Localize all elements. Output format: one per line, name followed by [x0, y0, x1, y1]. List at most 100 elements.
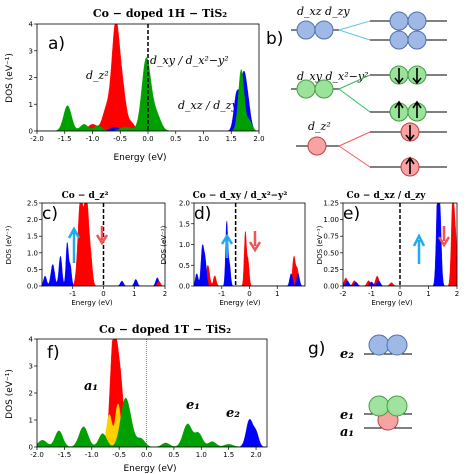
orbital-lobe-blue [407, 11, 427, 31]
y-tick-label: 3 [29, 363, 33, 371]
x-tick-label: 0.5 [168, 451, 179, 459]
y-tick-label: 0.75 [323, 233, 339, 241]
spin-down-arrow-icon [394, 68, 404, 85]
splitting-link [338, 131, 371, 147]
spin-up-arrow-icon [394, 100, 404, 118]
label-dxz-dzy: d_xz d_zy [297, 5, 350, 18]
y-tick-label: 2 [29, 74, 33, 82]
chart-c-xlabel: Energy (eV) [71, 299, 113, 307]
chart-c-ylabel: DOS (eV⁻¹) [5, 225, 13, 264]
splitting-link [338, 88, 371, 113]
chart-top-title: Co − doped 1H − TiS₂ [93, 7, 227, 20]
y-tick-label: 0 [29, 444, 33, 452]
x-tick-label: 0 [101, 290, 105, 298]
series-layer [194, 220, 305, 286]
spin-up-arrow-icon [412, 233, 426, 264]
splitting-link [338, 145, 371, 168]
y-tick-label: 4 [29, 336, 34, 344]
x-tick-label: 2.0 [253, 135, 264, 143]
spin-down-arrow-icon [412, 68, 422, 85]
y-tick-label: 2.5 [27, 200, 38, 208]
x-tick-label: -2.0 [30, 451, 44, 459]
dos-series-bot-2 [37, 419, 267, 447]
x-tick-label: 1.5 [223, 451, 234, 459]
x-tick-label: 0.0 [141, 451, 152, 459]
orbital-lobe-green [314, 79, 334, 99]
plot-frame [36, 338, 268, 448]
chart-e-xlabel: Energy (eV) [371, 299, 413, 307]
splitting-link [338, 20, 371, 31]
y-tick-label: 0.00 [323, 283, 339, 291]
panel-label-f: f) [47, 343, 60, 363]
spin-up-arrow-icon [67, 226, 81, 263]
chart-panel-d: Co − d_xy / d_x²−y² d) Energy (eV) DOS (… [160, 191, 306, 307]
chart-panel-c: Co − d_z² c) Energy (eV) DOS (eV⁻¹) -1 0 1… [5, 191, 167, 307]
panel-label-d: d) [194, 204, 211, 224]
y-tick-label: 4 [29, 21, 34, 29]
chart-e-ylabel: DOS (eV⁻¹) [316, 225, 324, 264]
chart-bottom-1t: Co − doped 1T − TiS₂ f) a₁ e₁ e₂ Energy … [5, 323, 268, 474]
label-e1: e₁ [186, 398, 200, 413]
spin-up-arrow-icon [412, 100, 422, 118]
x-tick-label: -1.5 [58, 451, 72, 459]
spin-down-arrow-icon [437, 226, 451, 248]
y-tick-label: 0.5 [179, 262, 190, 270]
x-tick-label: 0.0 [142, 135, 153, 143]
y-tick-label: 1.5 [179, 220, 190, 228]
orbital-lobe-blue [296, 20, 316, 40]
spin-arrows [67, 226, 451, 264]
label-e1-g: e₁ [340, 408, 354, 423]
label-dxy: d_xy / d_x²−y² [150, 54, 229, 67]
y-tick-label: 0.0 [179, 283, 190, 291]
chart-bottom-title: Co − doped 1T − TiS₂ [99, 323, 231, 336]
label-dxz: d_xz / d_zy [178, 99, 239, 112]
x-tick-label: -1 [69, 290, 76, 298]
panel-label-c: c) [42, 204, 58, 224]
x-tick-label: 2.0 [250, 451, 261, 459]
dos-series-c-0 [42, 242, 165, 286]
dos-series-d-0 [194, 230, 305, 286]
y-tick-label: 0.5 [27, 266, 38, 274]
chart-d-xlabel: Energy (eV) [219, 299, 261, 307]
orbital-lobe-blue [389, 11, 409, 31]
x-tick-label: -1 [368, 290, 375, 298]
chart-top-ylabel: DOS (eV⁻¹) [5, 53, 15, 103]
orbital-lobe-blue [314, 20, 334, 40]
x-tick-label: -0.5 [112, 451, 126, 459]
y-tick-label: 2.0 [179, 200, 190, 208]
x-tick-label: 0 [247, 290, 251, 298]
y-tick-label: 1 [29, 417, 33, 425]
splitting-link [338, 74, 371, 90]
spin-down-arrow-icon [405, 125, 415, 142]
y-tick-label: 1.0 [179, 241, 190, 249]
orbital-lobe-blue [368, 334, 390, 356]
x-tick-label: 1.5 [226, 135, 237, 143]
chart-e-title: Co − d_xz / d_zy [347, 191, 427, 201]
series-layer [42, 203, 165, 286]
y-tick-label: 1 [29, 101, 33, 109]
chart-d-ylabel: DOS (eV⁻¹) [160, 225, 168, 264]
panel-label-g: g) [308, 339, 325, 359]
orbital-lobe-blue [389, 30, 409, 50]
x-tick-label: -2 [340, 290, 347, 298]
x-tick-label: 1 [132, 290, 136, 298]
dos-series-bot-0 [37, 339, 267, 447]
x-tick-label: -0.5 [113, 135, 127, 143]
x-tick-label: -1.5 [58, 135, 72, 143]
orbital-lobe-green [386, 395, 408, 417]
x-tick-label: 1.0 [196, 451, 207, 459]
orbital-lobe-green [296, 79, 316, 99]
orbital-lobe-blue [407, 30, 427, 50]
label-dxy-dx2y2: d_xy d_x²−y² [297, 70, 368, 83]
x-tick-label: 1 [275, 290, 279, 298]
splitting-link [338, 29, 371, 41]
panel-label-a: a) [48, 34, 65, 54]
chart-bottom-xlabel: Energy (eV) [123, 464, 176, 474]
label-a1-g: a₁ [340, 425, 354, 440]
series-layer [37, 339, 267, 447]
label-dz2-b: d_z² [308, 120, 331, 133]
label-a1: a₁ [84, 379, 98, 394]
panel-label-b: b) [266, 29, 283, 49]
chart-panel-e: Co − d_xz / d_zy e) Energy (eV) DOS (eV⁻… [316, 191, 459, 307]
diagram-g-orbital-levels: g) e₂ e₁ a₁ [308, 334, 412, 440]
